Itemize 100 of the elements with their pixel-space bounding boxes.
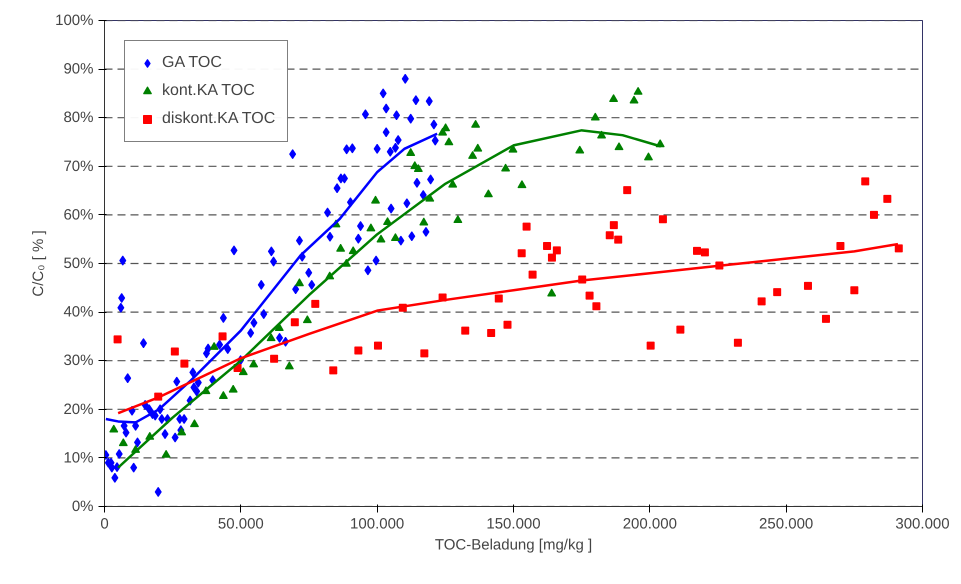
point xyxy=(420,349,428,358)
point xyxy=(548,254,556,262)
point xyxy=(266,333,276,342)
y-tick-label: 90% xyxy=(63,60,94,78)
point xyxy=(336,244,346,252)
point xyxy=(614,142,624,150)
point xyxy=(374,342,382,350)
point xyxy=(501,164,510,172)
point xyxy=(547,288,556,296)
y-tick-label: 30% xyxy=(63,352,94,370)
point xyxy=(114,335,122,344)
point xyxy=(371,196,380,204)
point xyxy=(517,180,526,188)
y-tick-label: 50% xyxy=(63,255,94,272)
point xyxy=(700,248,709,256)
point xyxy=(118,438,128,446)
point xyxy=(623,186,632,194)
point xyxy=(590,112,600,121)
point xyxy=(210,342,219,350)
point xyxy=(461,326,470,335)
x-tick-label: 150.000 xyxy=(486,516,541,532)
point xyxy=(444,137,454,146)
point xyxy=(575,146,584,154)
x-tick-label: 50.000 xyxy=(218,516,264,532)
point xyxy=(773,288,782,296)
point xyxy=(294,278,304,286)
point xyxy=(822,314,830,323)
point xyxy=(734,338,742,347)
point xyxy=(468,150,478,159)
point xyxy=(804,282,812,290)
point xyxy=(290,318,299,326)
point xyxy=(329,366,338,374)
point xyxy=(644,152,653,160)
point xyxy=(249,359,258,368)
y-tick-label: 60% xyxy=(63,206,94,224)
point xyxy=(419,218,428,226)
point xyxy=(614,236,622,244)
point xyxy=(284,361,294,370)
point xyxy=(646,342,655,350)
point xyxy=(177,428,186,436)
point xyxy=(883,194,892,203)
legend-label: diskont.KA TOC xyxy=(162,110,276,128)
point xyxy=(190,419,199,428)
point xyxy=(836,242,844,250)
x-tick-label: 100.000 xyxy=(350,516,404,532)
point xyxy=(376,234,386,242)
y-axis-title: C/C₀ [ % ] xyxy=(30,230,48,297)
y-tick-label: 20% xyxy=(63,400,94,418)
y-tick-label: 10% xyxy=(63,449,94,466)
point xyxy=(302,315,312,324)
point xyxy=(414,164,423,172)
point xyxy=(448,180,458,188)
x-tick-label: 0 xyxy=(100,516,109,532)
point xyxy=(543,242,552,250)
point xyxy=(406,148,416,156)
point xyxy=(630,96,639,104)
point xyxy=(861,177,870,186)
point xyxy=(592,302,600,310)
point xyxy=(238,367,248,376)
x-tick-label: 200.000 xyxy=(622,516,677,532)
point xyxy=(522,222,531,231)
x-tick-label: 300.000 xyxy=(895,516,950,532)
point xyxy=(228,384,238,393)
point xyxy=(366,223,376,232)
point xyxy=(270,354,278,363)
point xyxy=(487,329,496,337)
point xyxy=(658,215,667,224)
legend-label: kont.KA TOC xyxy=(162,82,255,100)
point xyxy=(552,246,561,254)
point xyxy=(311,300,320,308)
point xyxy=(894,244,903,252)
point xyxy=(354,346,362,354)
y-tick-label: 100% xyxy=(55,12,94,29)
point xyxy=(870,210,878,219)
legend-label: GA TOC xyxy=(162,54,222,72)
point xyxy=(390,233,400,242)
point xyxy=(850,286,858,294)
point xyxy=(609,94,618,102)
point xyxy=(758,297,766,306)
point xyxy=(504,320,512,329)
x-axis-title: TOC-Beladung [mg/kg ] xyxy=(434,536,592,554)
point xyxy=(453,215,462,224)
point xyxy=(610,221,618,230)
point xyxy=(218,332,227,340)
y-tick-label: 80% xyxy=(63,109,94,126)
point xyxy=(676,326,684,334)
point xyxy=(109,424,118,433)
y-tick-label: 0% xyxy=(72,498,94,515)
y-tick-label: 40% xyxy=(63,304,94,321)
x-tick-label: 250.000 xyxy=(759,516,814,532)
point xyxy=(693,246,702,255)
point xyxy=(218,391,228,399)
point xyxy=(606,231,614,240)
point xyxy=(586,292,594,300)
point xyxy=(162,450,171,458)
point xyxy=(471,120,480,128)
point xyxy=(473,144,482,152)
point xyxy=(494,294,503,302)
point xyxy=(170,347,179,356)
point xyxy=(528,270,537,279)
